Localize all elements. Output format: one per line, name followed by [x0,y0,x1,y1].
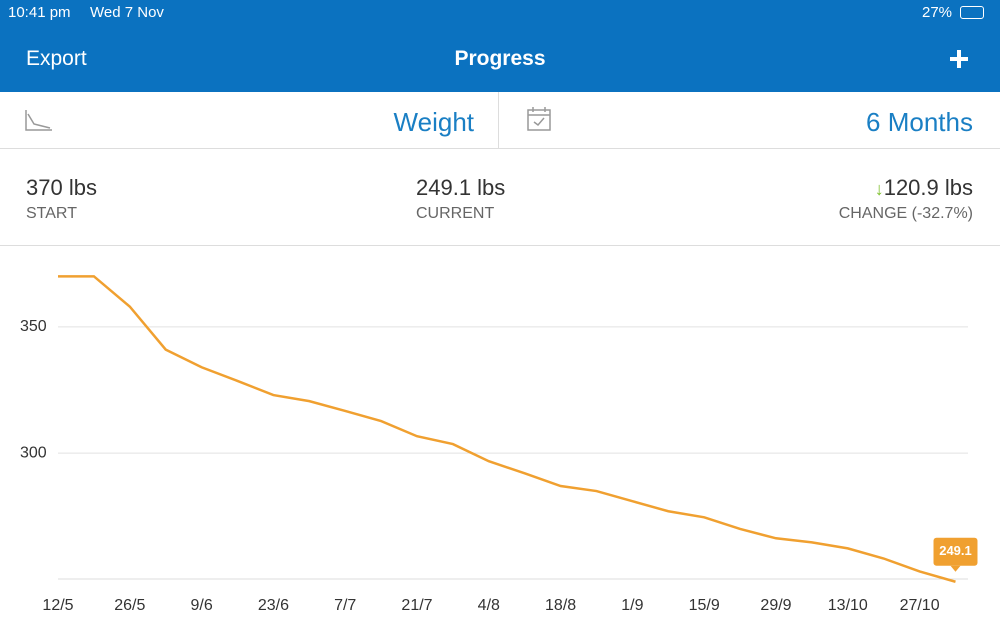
x-tick-label: 15/9 [689,597,720,614]
stat-label: CURRENT [416,205,495,222]
stat-value: 249.1 lbs [416,175,506,200]
stat-label: START [26,205,77,222]
chart: 300 350 12/5 26/5 9/6 23/6 7/7 21/7 4/8 18/8 1/9 15… [20,275,978,614]
stat-start: 370 lbs START [26,175,97,223]
down-arrow: ↓ [874,179,884,199]
x-tick-label: 21/7 [401,597,432,614]
nav-title: Progress [454,47,546,70]
x-tick-label: 7/7 [334,597,356,614]
status-date: Wed 7 Nov [90,4,164,21]
stat-current: 249.1 lbs CURRENT [416,175,505,223]
period-select[interactable]: 6 Months [866,107,973,137]
battery-icon [960,6,984,19]
divider [498,92,499,148]
x-tick-label: 13/10 [828,597,868,614]
y-tick-label: 350 [20,318,47,335]
x-tick-label: 27/10 [900,597,940,614]
add-button[interactable] [948,48,970,70]
weight-line [58,275,956,583]
filter-bar: Weight 6 Months [0,92,1000,149]
x-tick-label: 1/9 [621,597,643,614]
x-tick-label: 9/6 [190,597,212,614]
battery: 27% [922,4,953,21]
chart-icon [25,110,52,131]
header: 10:41 pm Wed 7 Nov 27% Export Progress [0,0,1000,92]
y-tick-label: 300 [20,444,47,461]
calendar-icon [527,107,551,131]
x-tick-label: 23/6 [258,597,289,614]
x-tick-label: 12/5 [42,597,73,614]
x-tick-label: 4/8 [478,597,500,614]
status-time: 10:41 pm [8,4,71,21]
stat-change: ↓120.9 lbs CHANGE (-32.7%) [839,175,973,223]
x-tick-label: 29/9 [760,597,791,614]
stats-bar: 370 lbs START 249.1 lbs CURRENT ↓120.9 lbs… [0,149,1000,246]
value-label: 249.1 [939,543,972,558]
export-button[interactable]: Export [26,47,87,70]
value-badge-pointer [950,565,961,572]
stat-label: CHANGE (-32.7%) [838,205,973,222]
stat-value: 370 lbs [26,175,97,200]
x-tick-label: 18/8 [545,597,576,614]
x-tick-label: 26/5 [114,597,145,614]
value-badge [933,537,978,566]
stat-value: 120.9 lbs [883,175,973,200]
measure-select[interactable]: Weight [393,107,474,137]
